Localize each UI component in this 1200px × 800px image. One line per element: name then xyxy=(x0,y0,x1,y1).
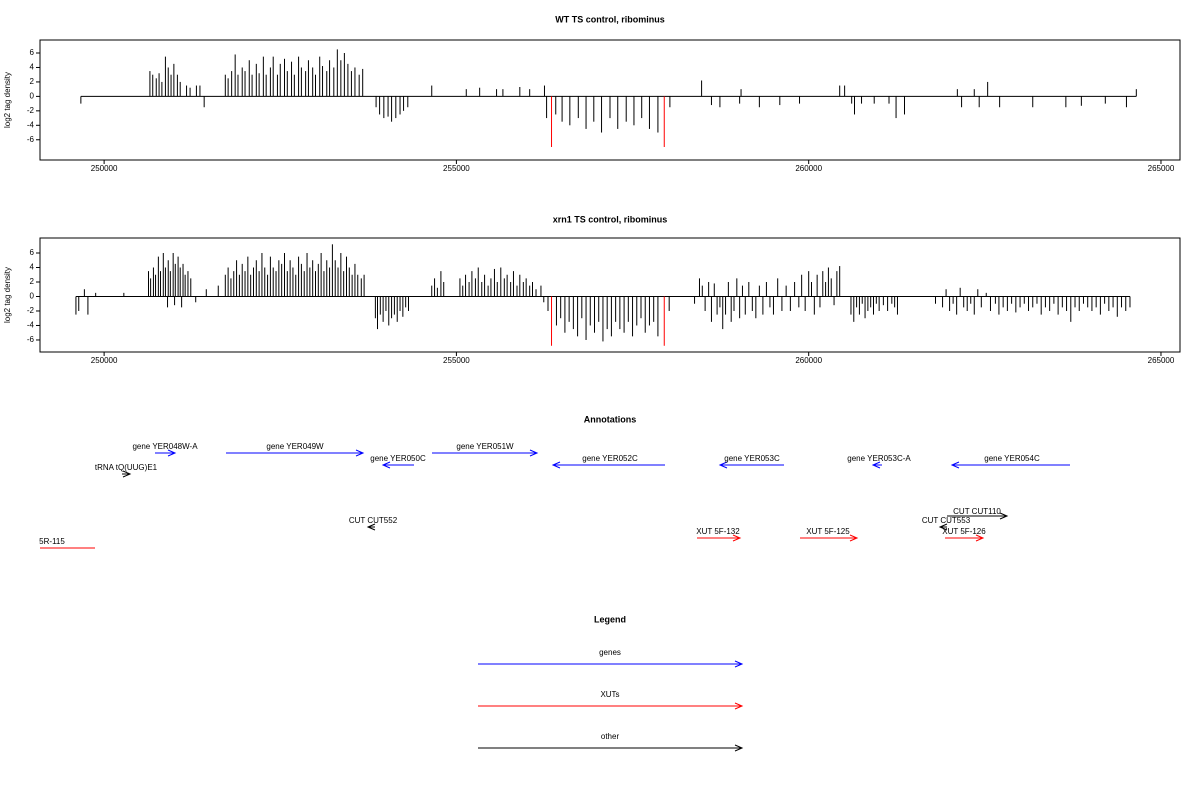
plot-frame xyxy=(39,237,1181,353)
legend-label: other xyxy=(601,732,620,741)
x-tick-label: 255000 xyxy=(443,164,470,173)
y-tick-label: -6 xyxy=(27,335,35,344)
y-tick-label: -4 xyxy=(27,120,35,129)
annotation-label: gene YER054C xyxy=(984,454,1040,463)
legend-arrow-head xyxy=(734,702,744,710)
x-tick-label: 255000 xyxy=(443,356,470,365)
annotation-arrow-head xyxy=(366,523,376,531)
annotation-label: 5R-115 xyxy=(39,537,65,546)
annotation-arrow-head xyxy=(950,461,960,469)
annotation-label: gene YER051W xyxy=(456,442,514,451)
y-tick-label: -6 xyxy=(27,135,35,144)
legend-arrow-head xyxy=(734,660,744,668)
annotation-label: gene YER048W-A xyxy=(132,442,198,451)
annotation-label: CUT CUT552 xyxy=(349,516,398,525)
y-tick-label: 6 xyxy=(30,248,35,257)
y-tick-label: 2 xyxy=(30,277,35,286)
annotation-arrow-head xyxy=(122,470,132,478)
annotation-label: tRNA tQ(UUG)E1 xyxy=(95,463,158,472)
annotation-arrow-head xyxy=(849,534,859,542)
annotation-label: CUT CUT553 xyxy=(922,516,971,525)
x-tick-label: 265000 xyxy=(1148,164,1175,173)
x-tick-label: 250000 xyxy=(91,164,118,173)
annotation-arrow-head xyxy=(167,449,177,457)
y-tick-label: -2 xyxy=(27,306,35,315)
annotation-arrow-head xyxy=(529,449,539,457)
x-tick-label: 250000 xyxy=(91,356,118,365)
annotations-title: Annotations xyxy=(584,414,637,424)
y-tick-label: 4 xyxy=(30,263,35,272)
annotation-arrow-head xyxy=(999,512,1009,520)
annotation-arrow-head xyxy=(938,523,948,531)
annotation-arrow-head xyxy=(551,461,561,469)
legend-arrow-head xyxy=(734,744,744,752)
annotation-label: gene YER050C xyxy=(370,454,426,463)
annotation-label: XUT 5F-132 xyxy=(696,527,740,536)
annotation-arrow-head xyxy=(975,534,985,542)
chart-title: WT TS control, ribominus xyxy=(555,14,665,24)
y-tick-label: 4 xyxy=(30,63,35,72)
annotation-arrow-head xyxy=(381,461,391,469)
y-tick-label: 0 xyxy=(30,292,35,301)
annotation-label: CUT CUT110 xyxy=(953,507,1001,516)
plot-frame xyxy=(39,39,1181,161)
x-tick-label: 260000 xyxy=(795,164,822,173)
y-tick-label: 2 xyxy=(30,77,35,86)
y-axis-label: log2 tag density xyxy=(3,267,12,323)
annotation-label: gene YER053C-A xyxy=(847,454,911,463)
annotation-label: XUT 5F-126 xyxy=(942,527,986,536)
y-tick-label: -2 xyxy=(27,106,35,115)
annotation-label: gene YER053C xyxy=(724,454,780,463)
annotation-label: XUT 5F-125 xyxy=(806,527,850,536)
annotation-label: gene YER052C xyxy=(582,454,638,463)
y-tick-label: -4 xyxy=(27,321,35,330)
x-tick-label: 265000 xyxy=(1148,356,1175,365)
annotation-arrow-head xyxy=(732,534,742,542)
legend-label: XUTs xyxy=(600,690,619,699)
annotation-label: gene YER049W xyxy=(266,442,324,451)
y-tick-label: 6 xyxy=(30,48,35,57)
annotation-arrow-head xyxy=(355,449,365,457)
legend-title: Legend xyxy=(594,614,626,624)
y-tick-label: 0 xyxy=(30,91,35,100)
x-tick-label: 260000 xyxy=(795,356,822,365)
annotation-arrow-head xyxy=(718,461,728,469)
legend-label: genes xyxy=(599,648,621,657)
chart-title: xrn1 TS control, ribominus xyxy=(553,214,668,224)
y-axis-label: log2 tag density xyxy=(3,72,12,128)
annotation-arrow-head xyxy=(871,461,881,469)
